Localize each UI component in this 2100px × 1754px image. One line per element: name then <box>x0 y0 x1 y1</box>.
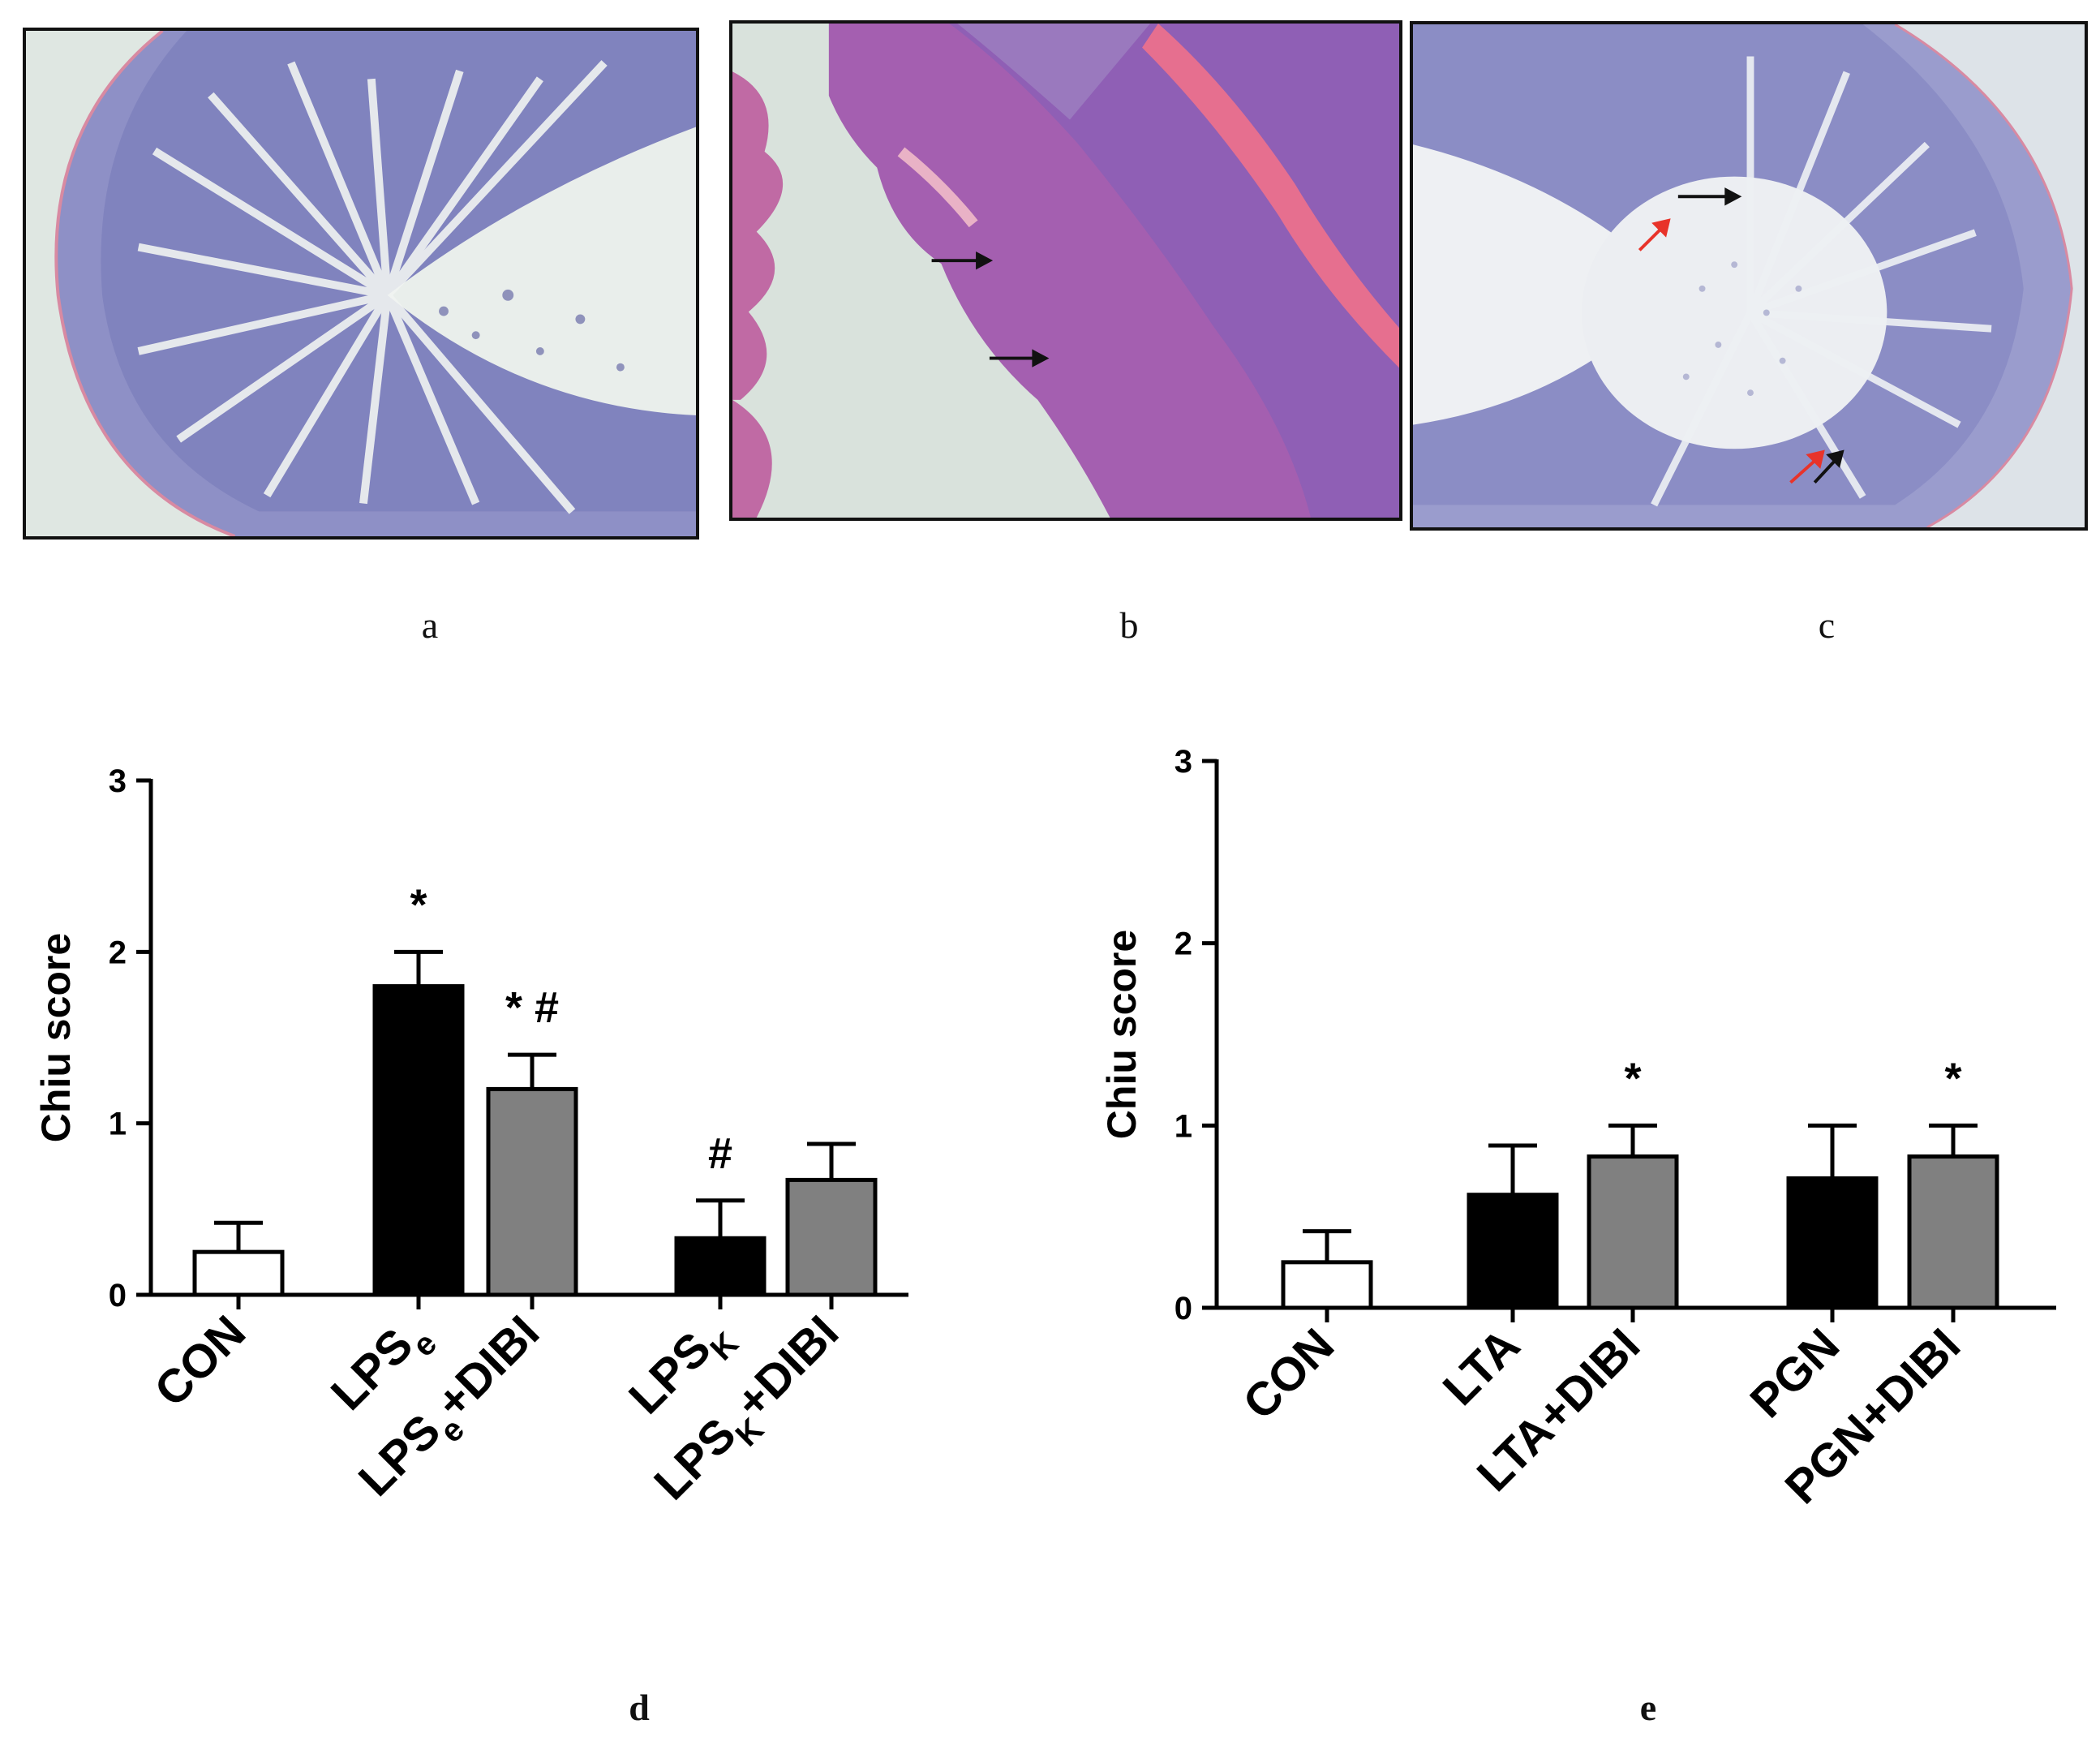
chart-d-category-main-0: CON <box>144 1305 256 1417</box>
chart-d-bar-1 <box>372 984 465 1297</box>
chart-e-category-label-0: CON <box>1233 1318 1344 1429</box>
chart-e-category-label-3: PGN <box>1740 1318 1849 1428</box>
chart-e-ytick-label-3: 3 <box>1175 744 1192 780</box>
chart-e-category-main-3: PGN <box>1740 1318 1849 1428</box>
chart-e-ytick-label-1: 1 <box>1175 1108 1192 1144</box>
histology-image-control <box>23 28 699 540</box>
panel-label-e: e <box>1639 1687 1657 1728</box>
chart-d-category-label-3: LPSK <box>619 1305 745 1432</box>
panel-label-a: a <box>421 604 439 646</box>
chart-d-annotation-1: * <box>410 880 427 929</box>
chart-d-category-label-0: CON <box>144 1305 256 1417</box>
chart-d-annotation-2: * # <box>505 983 559 1032</box>
histology-image-lps <box>729 20 1402 521</box>
chart-e-bar-2 <box>1587 1154 1679 1310</box>
chart-d-bar-0 <box>192 1249 285 1297</box>
panel-label-d: d <box>629 1687 650 1728</box>
chart-d-y-axis-label: Chiu score <box>33 933 79 1142</box>
chart-e-bar-0 <box>1281 1260 1373 1310</box>
chart-d-ytick-label-1: 1 <box>109 1107 127 1142</box>
histology-control-drawing <box>26 31 696 536</box>
chart-d-category-main-1: LPS <box>321 1318 423 1421</box>
histology-lps-drawing <box>732 24 1399 518</box>
chart-e-ytick-label-0: 0 <box>1175 1291 1192 1326</box>
chart-e-bar-4 <box>1907 1154 1999 1310</box>
chart-e: 0 1 2 3 Chiu score CON LTA * LTA+DIBI PGN * PGN+DIB… <box>1054 714 2100 1679</box>
chart-e-bar-1 <box>1467 1193 1559 1310</box>
chart-d-category-suffix-2: +DIBI <box>426 1305 549 1429</box>
chart-e-ytick-label-2: 2 <box>1175 926 1192 962</box>
chart-d-bar-3 <box>674 1236 767 1297</box>
chart-d-ytick-label-0: 0 <box>109 1278 127 1313</box>
chart-d-category-suffix-4: +DIBI <box>725 1305 848 1429</box>
chart-d-category-main-4: LPS <box>644 1408 746 1511</box>
chart-e-annotation-2: * <box>1624 1054 1641 1103</box>
chart-d-category-label-1: LPSe <box>321 1305 444 1428</box>
chart-e-category-main-0: CON <box>1233 1318 1344 1429</box>
panel-label-c: c <box>1818 604 1836 646</box>
histology-lps-dibi-drawing <box>1413 24 2085 527</box>
chart-d-annotation-3: # <box>708 1129 732 1178</box>
chart-e-category-main-1: LTA <box>1433 1318 1531 1416</box>
chart-d-bar-4 <box>785 1177 878 1297</box>
chart-d-category-main-2: LPS <box>349 1404 451 1507</box>
chart-e-bar-3 <box>1786 1176 1879 1310</box>
chart-d-ytick-label-3: 3 <box>109 763 127 799</box>
histology-image-lps-dibi <box>1410 21 2088 531</box>
chart-d-ytick-label-2: 2 <box>109 935 127 970</box>
chart-e-category-label-1: LTA <box>1433 1318 1531 1416</box>
chart-e-annotation-4: * <box>1944 1054 1961 1103</box>
chart-e-y-axis-label: Chiu score <box>1099 930 1144 1139</box>
chart-d-bar-2 <box>486 1086 578 1297</box>
panel-label-b: b <box>1119 604 1139 646</box>
chart-d: 0 1 2 3 Chiu score CON * LPSe * # LPSe+DIBI # LPSK L… <box>0 714 1046 1679</box>
chart-d-category-main-3: LPS <box>619 1322 721 1425</box>
